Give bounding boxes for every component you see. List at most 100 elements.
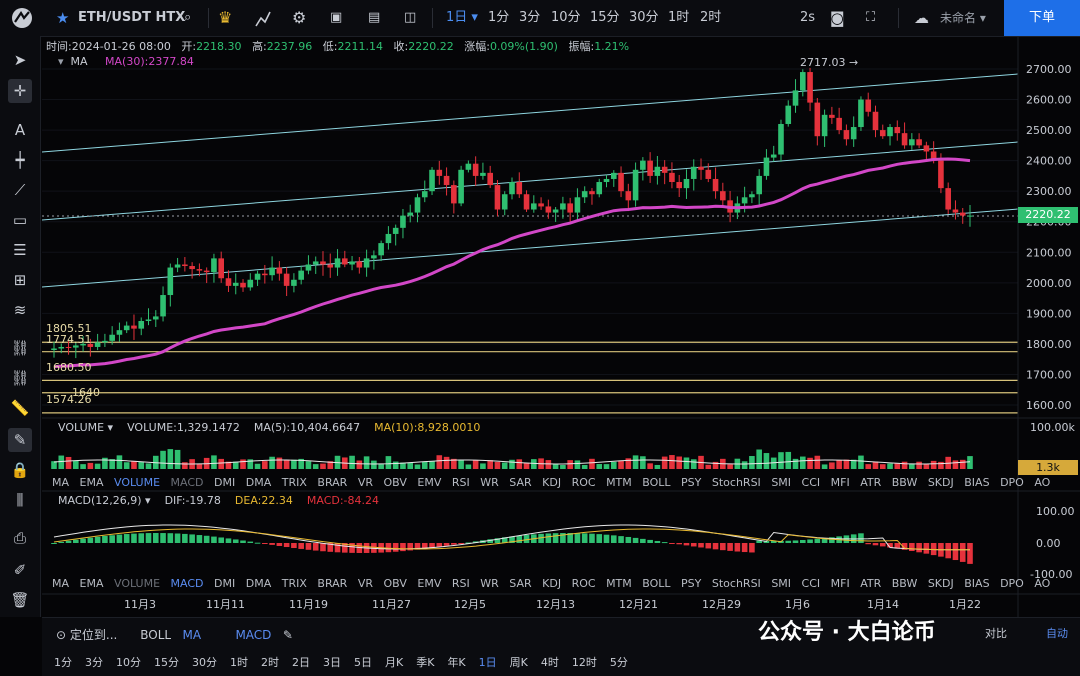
favorite-star-icon[interactable]: ★ xyxy=(56,9,70,27)
bottom-interval-周K[interactable]: 周K xyxy=(509,656,528,669)
indicator-tab-mtm[interactable]: MTM xyxy=(606,476,632,489)
crown-icon[interactable]: ♛ xyxy=(218,8,233,27)
macd-overlay[interactable]: MACD xyxy=(235,628,272,642)
indicator-tab-cci[interactable]: CCI xyxy=(801,476,821,489)
indicator-tab-dma[interactable]: DMA xyxy=(245,476,272,489)
indicator-tab-bias[interactable]: BIAS xyxy=(964,476,990,489)
bottom-interval-季K[interactable]: 季K xyxy=(416,656,435,669)
auto-scale-button[interactable]: 自动 xyxy=(1046,627,1068,640)
indicator-tab-macd[interactable]: MACD xyxy=(170,577,204,590)
indicator-tab-obv[interactable]: OBV xyxy=(383,476,407,489)
indicator-tab-volume[interactable]: VOLUME xyxy=(113,476,161,489)
bottom-interval-2日[interactable]: 2日 xyxy=(292,656,310,669)
indicator-tab-ao[interactable]: AO xyxy=(1034,577,1051,590)
ma-label[interactable]: MA xyxy=(70,55,88,68)
indicator-tab-obv[interactable]: OBV xyxy=(383,577,407,590)
grid-tool-icon[interactable]: ⊞ xyxy=(13,271,27,289)
trend-line-icon[interactable]: ⟋ xyxy=(14,181,26,199)
indicator-tab-dmi[interactable]: DMI xyxy=(214,476,236,489)
horizontal-line-icon[interactable]: ┿ xyxy=(15,151,25,169)
indicator-tab-mfi[interactable]: MFI xyxy=(830,577,850,590)
ma-overlay[interactable]: MA xyxy=(182,628,202,642)
layout-name[interactable]: 未命名 ▾ xyxy=(940,11,986,25)
indicator-tab-skdj[interactable]: SKDJ xyxy=(927,476,954,489)
interval-10m[interactable]: 10分 xyxy=(551,10,581,25)
indicator-tab-dpo[interactable]: DPO xyxy=(1000,577,1024,590)
symbol-name[interactable]: ETH/USDT HTX xyxy=(78,10,186,25)
indicator-tab-atr[interactable]: ATR xyxy=(860,577,882,590)
indicator-tab-kdj[interactable]: KDJ xyxy=(542,577,562,590)
bottom-interval-3分[interactable]: 3分 xyxy=(85,656,103,669)
bottom-interval-1日[interactable]: 1日 xyxy=(478,656,497,669)
indicator-tab-brar[interactable]: BRAR xyxy=(317,476,348,489)
indicator-tab-vr[interactable]: VR xyxy=(357,577,373,590)
chart-type-icon[interactable] xyxy=(254,0,272,36)
bottom-interval-5日[interactable]: 5日 xyxy=(354,656,372,669)
crosshair-icon[interactable]: ✛ xyxy=(8,79,32,103)
bottom-interval-10分[interactable]: 10分 xyxy=(116,656,141,669)
cloud-icon[interactable]: ☁ xyxy=(914,9,929,27)
interval-1m[interactable]: 1分 xyxy=(488,10,510,25)
indicator-tab-rsi[interactable]: RSI xyxy=(451,577,470,590)
indicator-tab-dmi[interactable]: DMI xyxy=(214,577,236,590)
indicator-tab-wr[interactable]: WR xyxy=(480,577,499,590)
compare-button[interactable]: 对比 xyxy=(985,627,1007,640)
gann-tool-icon[interactable]: ⛓ xyxy=(10,369,30,387)
interval-2h[interactable]: 2时 xyxy=(700,10,722,25)
indicator-tab-psy[interactable]: PSY xyxy=(681,577,702,590)
indicator-tab-roc[interactable]: ROC xyxy=(571,577,596,590)
app-logo-icon[interactable] xyxy=(10,0,34,36)
indicator-tab-stochrsi[interactable]: StochRSI xyxy=(711,476,761,489)
boll-overlay[interactable]: BOLL xyxy=(140,628,172,642)
bottom-interval-5分[interactable]: 5分 xyxy=(609,656,628,669)
ruler-icon[interactable]: 📏 xyxy=(10,399,30,417)
indicator-tab-wr[interactable]: WR xyxy=(480,476,499,489)
order-button[interactable]: 下单 xyxy=(1004,0,1080,36)
indicator-tab-ma[interactable]: MA xyxy=(52,577,70,590)
indicator-tab-sar[interactable]: SAR xyxy=(509,476,532,489)
indicator-tab-kdj[interactable]: KDJ xyxy=(542,476,562,489)
indicator-tab-volume[interactable]: VOLUME xyxy=(113,577,161,590)
edit-list-icon[interactable]: ✐ xyxy=(13,561,27,579)
indicator-tab-bbw[interactable]: BBW xyxy=(891,476,918,489)
indicator-tab-psy[interactable]: PSY xyxy=(681,476,702,489)
settings-gear-icon[interactable]: ⚙ xyxy=(292,8,307,27)
bottom-interval-1分[interactable]: 1分 xyxy=(54,656,72,669)
indicator-tab-emv[interactable]: EMV xyxy=(417,476,442,489)
locate-button[interactable]: 定位到... xyxy=(69,628,118,642)
indicator-tab-smi[interactable]: SMI xyxy=(771,476,792,489)
refresh-rate[interactable]: 2s xyxy=(800,10,816,25)
wave-tool-icon[interactable]: ≋ xyxy=(13,301,27,319)
lock-icon[interactable]: 🔒 xyxy=(10,461,30,479)
cursor-arrow-icon[interactable]: ➤ xyxy=(13,51,27,69)
bottom-interval-30分[interactable]: 30分 xyxy=(192,656,217,669)
bottom-interval-3日[interactable]: 3日 xyxy=(323,656,341,669)
camera-icon[interactable]: ◙ xyxy=(830,9,845,27)
indicator-tab-stochrsi[interactable]: StochRSI xyxy=(711,577,761,590)
indicator-tab-boll[interactable]: BOLL xyxy=(642,476,671,489)
volume-label[interactable]: VOLUME xyxy=(58,421,105,434)
interval-15m[interactable]: 15分 xyxy=(590,10,620,25)
interval-30m[interactable]: 30分 xyxy=(629,10,659,25)
bottom-interval-1时[interactable]: 1时 xyxy=(230,656,248,669)
interval-3m[interactable]: 3分 xyxy=(519,10,541,25)
indicator-tab-brar[interactable]: BRAR xyxy=(317,577,348,590)
bottom-interval-月K[interactable]: 月K xyxy=(385,656,404,669)
text-tool-icon[interactable]: A xyxy=(14,121,26,139)
indicator-tab-boll[interactable]: BOLL xyxy=(642,577,671,590)
indicator-tab-atr[interactable]: ATR xyxy=(860,476,882,489)
bottom-interval-2时[interactable]: 2时 xyxy=(261,656,279,669)
indicator-tab-cci[interactable]: CCI xyxy=(801,577,821,590)
indicator-tab-ao[interactable]: AO xyxy=(1034,476,1051,489)
bottom-interval-4时[interactable]: 4时 xyxy=(540,656,559,669)
rectangle-icon[interactable]: ▭ xyxy=(12,211,28,229)
indicator-tab-ma[interactable]: MA xyxy=(52,476,70,489)
bottom-interval-15分[interactable]: 15分 xyxy=(154,656,179,669)
pattern-tool-icon[interactable]: ⛓ xyxy=(10,339,30,357)
macd-label[interactable]: MACD(12,26,9) xyxy=(58,494,142,507)
indicator-bars-icon[interactable]: ⫼ xyxy=(16,491,24,509)
indicator-tab-ema[interactable]: EMA xyxy=(79,577,104,590)
bottom-interval-12时[interactable]: 12时 xyxy=(571,656,597,669)
indicator-tab-trix[interactable]: TRIX xyxy=(281,476,307,489)
